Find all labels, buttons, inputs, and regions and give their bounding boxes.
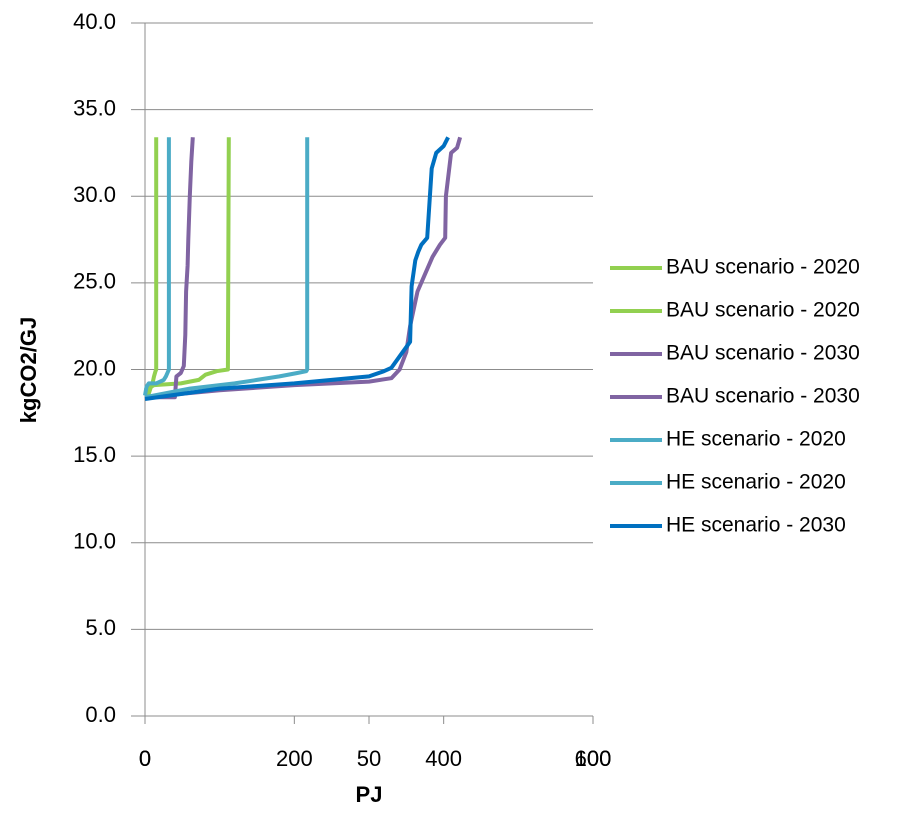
y-tick-label: 20.0 (73, 355, 116, 380)
series-line (144, 137, 310, 400)
legend-label: HE scenario - 2020 (666, 428, 846, 451)
y-tick-label: 30.0 (73, 182, 116, 207)
legend-label: BAU scenario - 2020 (666, 299, 860, 322)
x2-tick-label: 100 (575, 746, 612, 771)
y-tick-label: 0.0 (85, 702, 116, 727)
x-tick-label: 200 (276, 746, 313, 771)
y-tick-label: 40.0 (73, 9, 116, 34)
legend-label: BAU scenario - 2030 (666, 385, 860, 408)
x-tick-label: 400 (425, 746, 462, 771)
y-tick-label: 15.0 (73, 442, 116, 467)
series-line (144, 136, 450, 401)
series-line (145, 137, 195, 400)
x-axis-title: PJ (356, 782, 383, 807)
x-tick-label: 0 (139, 746, 151, 771)
series-line (145, 137, 159, 396)
series-line (144, 136, 463, 400)
x-tick-label: 600 (575, 746, 612, 771)
legend-label: BAU scenario - 2030 (666, 342, 860, 365)
legend-label: HE scenario - 2020 (666, 471, 846, 494)
x2-tick-label: 50 (357, 746, 381, 771)
y-tick-label: 5.0 (85, 615, 116, 640)
y-axis-title: kgCO2/GJ (16, 317, 41, 423)
series-line (143, 137, 171, 396)
legend-label: BAU scenario - 2020 (666, 256, 860, 279)
y-tick-label: 10.0 (73, 529, 116, 554)
series-line (143, 137, 231, 393)
y-tick-label: 35.0 (73, 95, 116, 120)
y-tick-label: 25.0 (73, 269, 116, 294)
legend-label: HE scenario - 2030 (666, 514, 846, 537)
x2-tick-label: 0 (139, 746, 151, 771)
